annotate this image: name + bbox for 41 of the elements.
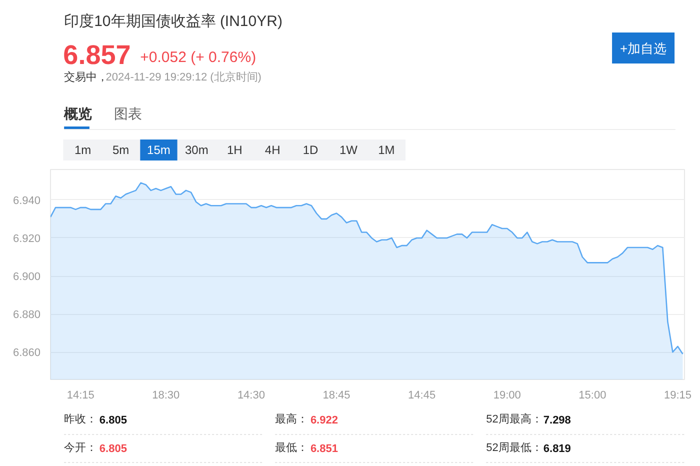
- text: 52周最低：: [486, 442, 542, 454]
- chart-title: 印度10年期国债收益率 (IN10YR): [64, 13, 282, 30]
- x-tick-label: 19:00: [493, 390, 521, 402]
- x-tick-label: 14:30: [237, 390, 265, 402]
- text: 最低：: [275, 442, 308, 454]
- text: 1W: [339, 143, 358, 157]
- y-tick-label: 6.920: [12, 232, 41, 245]
- text: 6.922: [310, 414, 338, 426]
- x-tick-label: 18:45: [322, 390, 350, 402]
- x-tick-label: 14:45: [408, 390, 436, 402]
- text: 6.851: [310, 443, 338, 455]
- text: 最高：: [275, 412, 308, 426]
- text: +加自选: [620, 41, 667, 56]
- text: 5m: [112, 143, 130, 157]
- text: +0.052 (+ 0.76%): [140, 49, 256, 66]
- text: 7.298: [543, 414, 571, 426]
- text: 1M: [378, 143, 395, 157]
- x-tick-label: 18:30: [152, 390, 180, 402]
- text: 30m: [185, 143, 208, 157]
- text: 6.857: [63, 40, 131, 70]
- text: 15m: [147, 143, 170, 157]
- text: 概览: [63, 106, 92, 122]
- text: 6.805: [99, 443, 127, 455]
- text: 今开：: [64, 442, 98, 454]
- text: 2024-11-29 19:29:12 (北京时间): [106, 70, 262, 84]
- text: 6.805: [99, 414, 127, 426]
- x-tick-label: 19:15: [664, 390, 692, 402]
- text: 4H: [264, 143, 280, 157]
- text: 1m: [74, 143, 92, 157]
- x-tick-label: 14:15: [66, 390, 94, 402]
- text: 1H: [226, 143, 242, 157]
- y-tick-label: 6.940: [12, 194, 41, 207]
- text: 图表: [114, 106, 142, 122]
- text: 1D: [302, 143, 319, 157]
- text: 6.819: [543, 443, 571, 455]
- text: 昨收：: [64, 414, 98, 426]
- y-tick-label: 6.900: [12, 271, 41, 284]
- y-tick-label: 6.880: [12, 309, 41, 322]
- x-tick-label: 15:00: [578, 390, 606, 402]
- y-tick-label: 6.860: [12, 347, 41, 360]
- text: 52周最高：: [486, 412, 542, 426]
